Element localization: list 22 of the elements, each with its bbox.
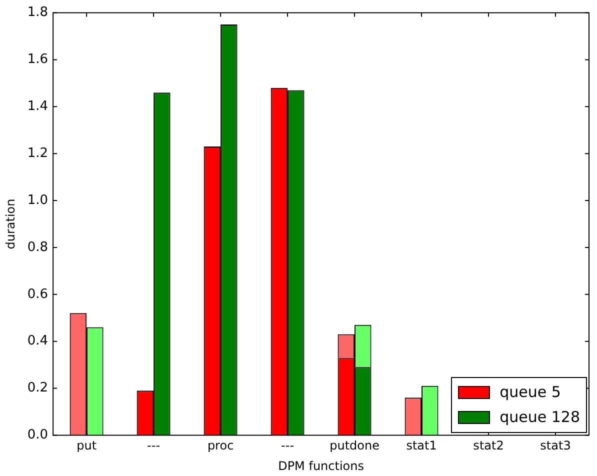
x-tick-label: stat2 <box>473 438 504 453</box>
y-tick-label: 1.6 <box>27 52 48 68</box>
x-tick-label: stat1 <box>406 438 437 453</box>
y-tick-label: 0.6 <box>27 286 48 302</box>
y-tick-label: 1.0 <box>27 192 48 208</box>
x-tick-label: put <box>76 438 97 453</box>
y-tick-label: 1.8 <box>27 5 48 20</box>
y-axis-title: duration <box>3 198 18 250</box>
y-tick-label: 1.2 <box>27 146 48 161</box>
y-tick-label: 0.8 <box>27 240 48 255</box>
x-tick-label: putdone <box>330 438 380 453</box>
y-tick-label: 0.4 <box>27 334 48 349</box>
x-axis-title: DPM functions <box>278 458 364 473</box>
y-tick-label: 0.0 <box>27 428 48 443</box>
x-tick-label: --- <box>147 438 160 453</box>
y-tick-label: 0.2 <box>27 380 48 396</box>
x-tick-label: proc <box>207 438 234 453</box>
legend-label: queue 5 <box>500 382 561 404</box>
x-tick-label: --- <box>281 438 294 453</box>
legend-label: queue 128 <box>500 407 580 428</box>
y-tick-label: 1.4 <box>27 99 48 114</box>
x-tick-label: stat3 <box>540 438 571 453</box>
